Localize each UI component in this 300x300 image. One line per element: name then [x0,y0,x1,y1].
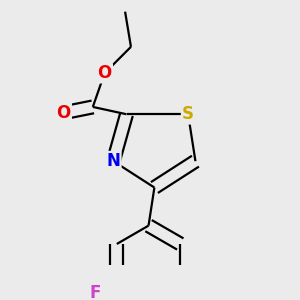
Text: O: O [98,64,112,82]
Text: F: F [89,284,101,300]
Text: N: N [106,152,120,170]
Text: O: O [56,104,70,122]
Text: S: S [182,105,194,123]
